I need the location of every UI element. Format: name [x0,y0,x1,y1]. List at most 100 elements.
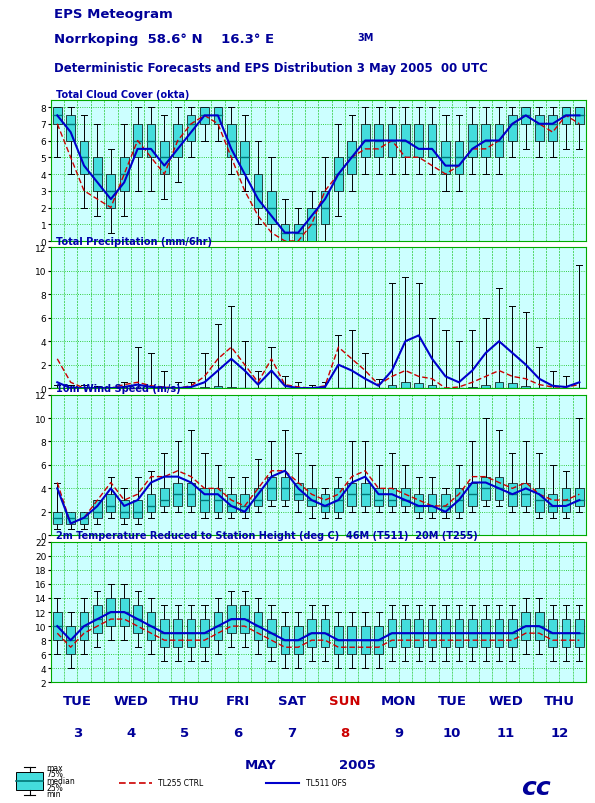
Bar [468,483,477,507]
Bar [107,598,115,626]
Bar [240,141,249,175]
Bar [120,158,129,191]
Bar [53,612,62,641]
Bar [575,108,584,124]
Bar [227,388,236,389]
Text: 3: 3 [73,726,82,739]
Text: 2m Temperature Reduced to Station Height (deg C)  46M (T511)  20M (T255): 2m Temperature Reduced to Station Height… [56,531,478,540]
Bar [535,612,544,641]
Bar [200,108,209,124]
Bar [280,225,289,242]
Bar [455,489,464,512]
Bar [441,495,450,512]
Text: 75%: 75% [46,769,64,778]
Bar [401,489,410,507]
Text: max: max [46,763,63,772]
Bar [321,619,330,647]
Text: 12: 12 [550,726,568,739]
Text: 10m Wind Speed (m/s): 10m Wind Speed (m/s) [56,384,180,393]
Bar [294,225,303,242]
Bar [160,489,169,507]
Bar [494,383,503,389]
Bar [280,477,289,500]
Bar [548,619,557,647]
Text: 11: 11 [497,726,515,739]
Bar [347,626,356,654]
Bar [535,116,544,141]
Bar [508,116,517,141]
Bar [455,141,464,175]
Bar [187,483,196,507]
Bar [173,619,182,647]
Bar [93,158,102,191]
Bar [468,619,477,647]
Bar [508,619,517,647]
Bar [468,124,477,158]
Bar [441,141,450,175]
Bar [521,483,530,507]
Text: 7: 7 [287,726,296,739]
Bar [240,605,249,634]
Text: 8: 8 [340,726,350,739]
Text: Norrkoping  58.6° N    16.3° E: Norrkoping 58.6° N 16.3° E [54,33,274,46]
Bar [428,495,437,512]
Text: MAY: MAY [245,758,277,771]
Bar [401,383,410,389]
Bar [93,605,102,634]
Bar [428,124,437,158]
Text: Total Cloud Cover (okta): Total Cloud Cover (okta) [56,90,189,100]
Text: 6: 6 [233,726,243,739]
Text: FRI: FRI [226,694,250,707]
Text: Deterministic Forecasts and EPS Distribution 3 May 2005  00 UTC: Deterministic Forecasts and EPS Distribu… [54,62,487,75]
Bar [66,626,75,654]
Bar [562,619,571,647]
Bar [334,158,343,191]
Bar [575,489,584,507]
Bar [387,385,396,389]
Bar [107,495,115,512]
Bar [93,500,102,518]
Text: TUE: TUE [63,694,92,707]
Text: Total Precipitation (mm/6hr): Total Precipitation (mm/6hr) [56,237,212,247]
Text: THU: THU [544,694,575,707]
Bar [374,489,383,507]
Text: 9: 9 [394,726,403,739]
Bar [173,483,182,507]
Bar [267,477,276,500]
Bar [535,489,544,512]
Bar [374,626,383,654]
Bar [414,124,423,158]
Text: median: median [46,777,76,785]
Text: TUE: TUE [438,694,466,707]
Bar [455,619,464,647]
Bar [253,175,262,208]
Text: TL511 OFS: TL511 OFS [306,778,346,788]
Bar [160,619,169,647]
Bar [66,116,75,141]
Text: min: min [46,789,61,798]
Bar [146,612,155,641]
Bar [294,483,303,500]
Bar [227,124,236,158]
Bar [334,489,343,512]
Bar [53,108,62,124]
Text: SUN: SUN [330,694,361,707]
Bar [307,489,316,507]
Bar [66,512,75,524]
Bar [214,612,223,641]
Bar [307,208,316,242]
Bar [294,626,303,654]
Bar [80,141,89,175]
Bar [508,384,517,389]
Bar [414,619,423,647]
Bar [146,124,155,158]
Text: MON: MON [381,694,416,707]
Bar [361,483,369,507]
Bar [548,116,557,141]
Bar [133,500,142,518]
Bar [387,489,396,507]
Bar [481,124,490,158]
Bar [120,598,129,626]
Bar [107,175,115,208]
Bar [361,626,369,654]
